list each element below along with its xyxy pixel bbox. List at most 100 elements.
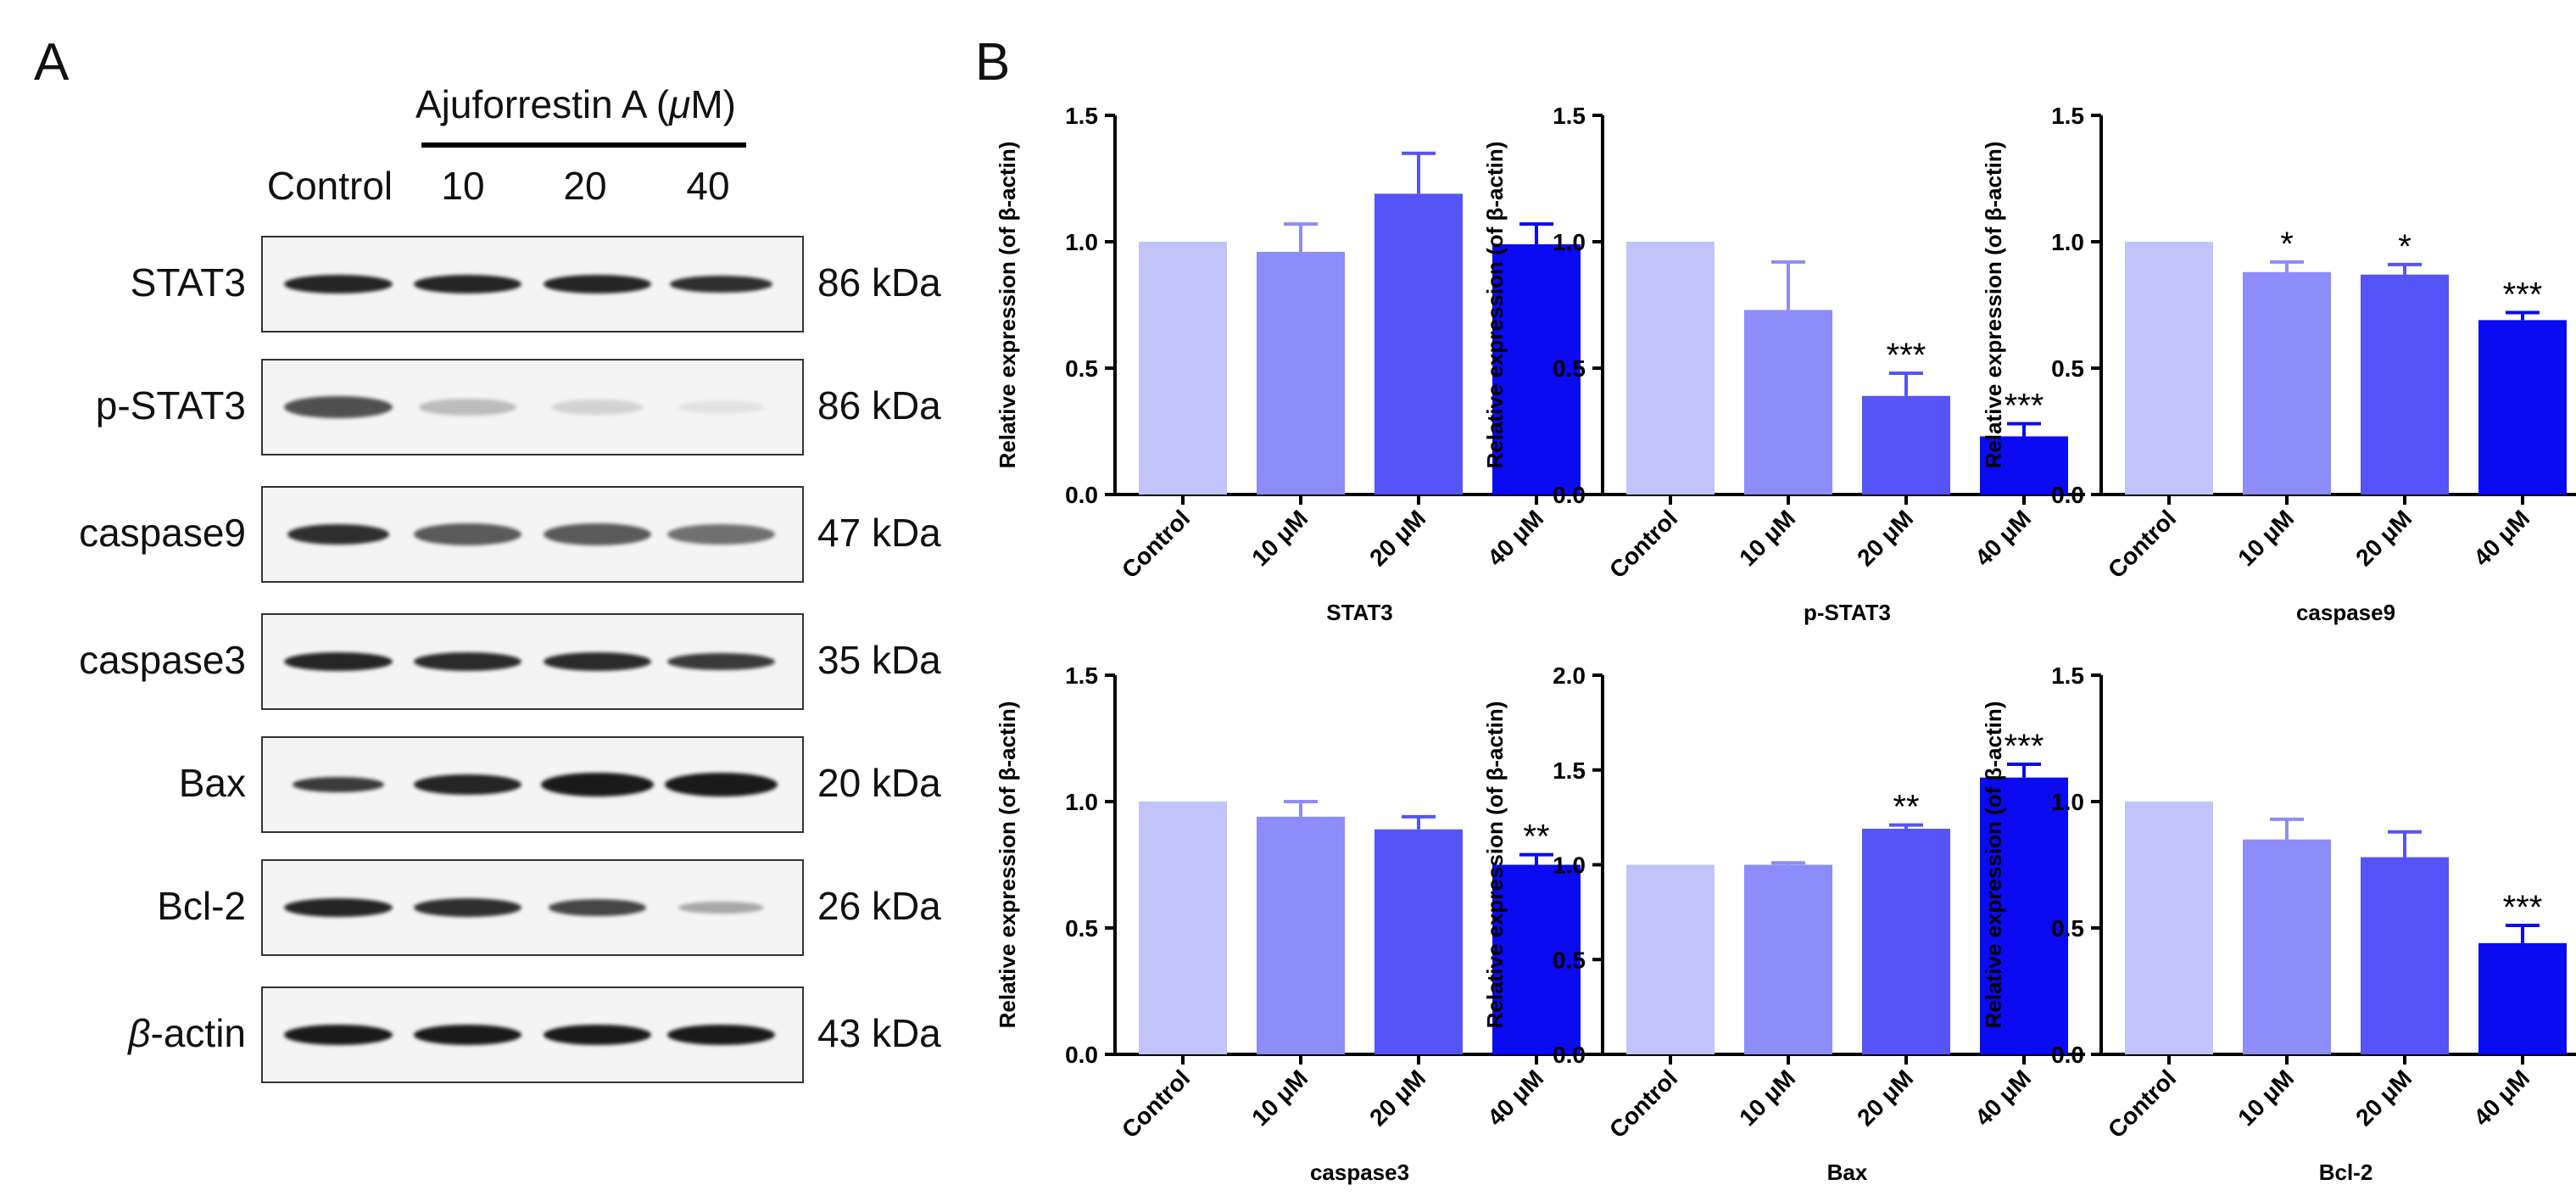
blot-band <box>284 898 393 917</box>
panel-b-letter: B <box>975 33 1011 92</box>
blot-band <box>543 1025 651 1045</box>
y-tick-label: 0.0 <box>1065 482 1098 508</box>
bar <box>2243 839 2331 1054</box>
significance-marker: * <box>2398 228 2412 265</box>
x-axis-label: caspase3 <box>1310 1160 1409 1185</box>
blot-image <box>261 859 804 956</box>
x-tick-label: 10 μM <box>2233 1065 2299 1131</box>
y-tick-label: 2.0 <box>1553 662 1586 689</box>
blot-image <box>261 613 804 710</box>
bar <box>2361 857 2449 1054</box>
y-tick-label: 0.5 <box>1553 355 1586 382</box>
bar <box>1374 193 1463 495</box>
blot-band <box>540 773 655 796</box>
blot-image <box>261 486 804 583</box>
blot-band <box>667 524 776 545</box>
y-tick-label: 1.0 <box>1553 852 1586 879</box>
treatment-label: Ajuforrestin A (μM) <box>415 81 736 127</box>
y-tick-label: 1.5 <box>2051 662 2084 689</box>
blot-image <box>261 359 804 455</box>
bar <box>2361 274 2449 495</box>
protein-label-text: p-STAT3 <box>95 383 246 428</box>
bar <box>2478 320 2567 495</box>
blot-kda-label: 20 kDa <box>817 761 941 805</box>
treatment-bracket-line <box>421 143 746 148</box>
blot-protein-label: Bcl-2 <box>42 883 246 929</box>
blot-band <box>677 400 765 414</box>
blot-protein-label: caspase3 <box>42 637 246 683</box>
blot-band <box>284 652 393 671</box>
y-tick-label: 1.5 <box>1553 757 1586 784</box>
y-axis-label: Relative expression (of β-actin) <box>995 701 1020 1029</box>
bar <box>2243 271 2331 495</box>
x-axis-label: p-STAT3 <box>1804 600 1891 625</box>
y-tick-label: 1.5 <box>1065 662 1098 689</box>
bar <box>2125 802 2213 1054</box>
blot-protein-label: β-actin <box>42 1010 246 1056</box>
y-tick-label: 1.0 <box>1065 789 1098 815</box>
significance-marker: *** <box>2503 276 2543 313</box>
bar <box>1139 802 1227 1054</box>
bar <box>1492 864 1581 1054</box>
bar <box>1257 816 1345 1054</box>
protein-label-text: caspase3 <box>79 638 246 682</box>
blot-band <box>284 275 393 293</box>
y-tick-label: 0.5 <box>2051 355 2084 382</box>
significance-marker: *** <box>1887 337 1926 374</box>
x-axis-label: Bax <box>1827 1160 1868 1185</box>
blot-band <box>551 400 644 415</box>
bar <box>1744 310 1832 495</box>
blot-band <box>664 773 778 796</box>
x-tick-label: Control <box>2103 1065 2181 1143</box>
blot-image <box>261 986 804 1083</box>
blot-band <box>414 652 522 671</box>
x-axis-label: Bcl-2 <box>2319 1160 2373 1185</box>
blot-protein-label: caspase9 <box>42 510 246 556</box>
panel-a-letter: A <box>34 33 70 92</box>
blot-band <box>543 652 651 671</box>
x-tick-label: 40 μM <box>2468 1065 2534 1131</box>
lane-label-10: 10 <box>441 164 485 208</box>
bar <box>1492 243 1581 495</box>
y-axis-label: Relative expression (of β-actin) <box>995 142 1020 469</box>
significance-marker: *** <box>2004 728 2044 765</box>
y-tick-label: 1.5 <box>2051 103 2084 129</box>
y-tick-label: 1.0 <box>1553 229 1586 255</box>
blot-band <box>667 653 776 670</box>
y-axis-label: Relative expression (of β-actin) <box>1482 701 1508 1029</box>
bar <box>1744 864 1832 1054</box>
significance-marker: * <box>2280 226 2294 263</box>
bar <box>1139 242 1227 495</box>
x-axis-label: STAT3 <box>1326 600 1392 625</box>
blot-kda-label: 35 kDa <box>817 638 941 682</box>
bar <box>2125 242 2213 495</box>
x-tick-label: 20 μM <box>2350 1065 2417 1131</box>
lane-label-40: 40 <box>686 164 730 208</box>
treatment-unit-mu: μ <box>669 82 691 126</box>
blot-band <box>543 523 651 545</box>
blot-kda-label: 47 kDa <box>817 511 941 555</box>
blot-band <box>414 1025 522 1045</box>
y-tick-label: 1.0 <box>1065 229 1098 255</box>
y-tick-label: 1.0 <box>2051 789 2084 815</box>
blot-image <box>261 236 804 333</box>
blot-kda-label: 43 kDa <box>817 1011 941 1055</box>
bar <box>1862 829 1950 1054</box>
y-tick-label: 0.0 <box>1553 482 1586 508</box>
x-axis-label: caspase9 <box>2296 600 2395 625</box>
y-tick-label: 0.0 <box>2051 482 2084 508</box>
blot-band <box>292 777 385 792</box>
bar <box>1862 395 1950 495</box>
bar <box>1374 829 1463 1054</box>
y-tick-label: 1.5 <box>1065 103 1098 129</box>
y-tick-label: 0.5 <box>1065 915 1098 942</box>
protein-label-text: -actin <box>150 1011 246 1055</box>
treatment-unit-rest: M) <box>690 82 736 126</box>
treatment-label-text: Ajuforrestin A ( <box>415 82 670 126</box>
blot-band <box>284 1025 393 1045</box>
